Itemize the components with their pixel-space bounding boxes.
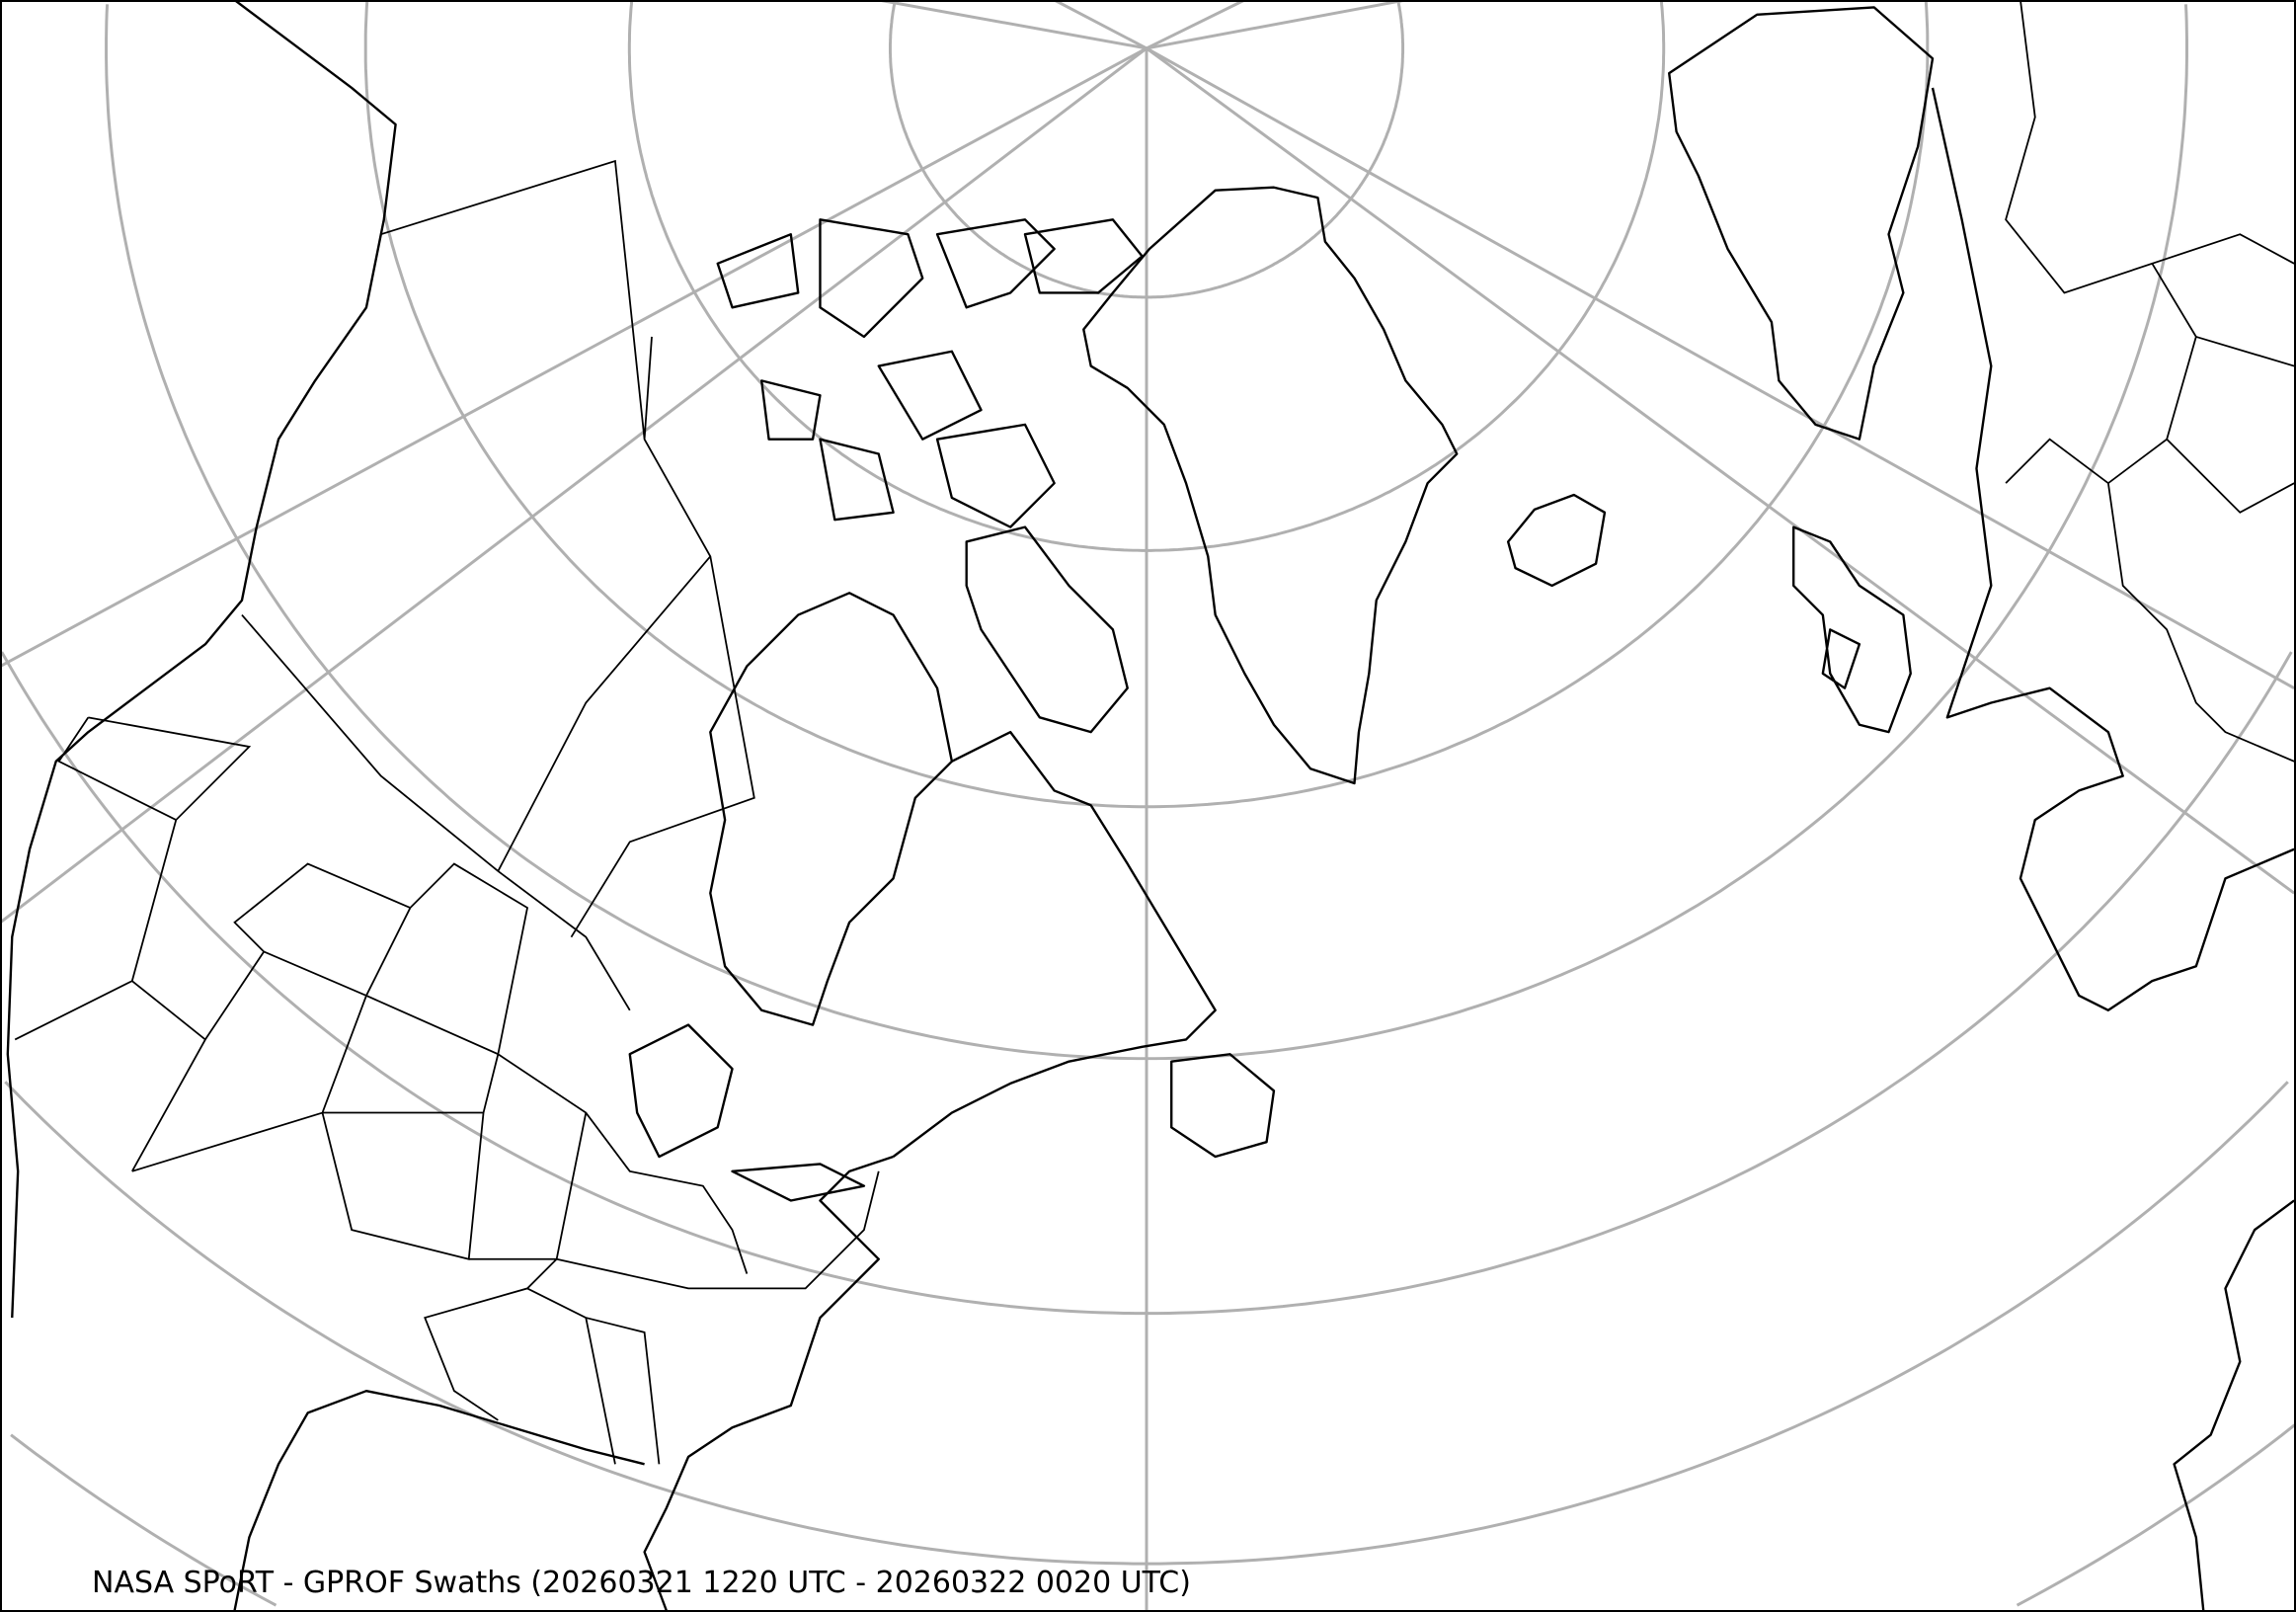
- latitude-circle: [363, 1, 1930, 809]
- latitude-circle: [105, 4, 2188, 1061]
- latitude-circle: [4, 1081, 2289, 1566]
- coastlines: [6, 0, 2295, 1611]
- latitude-circle: [10, 1423, 2296, 1607]
- meridian-line: [878, 0, 1148, 50]
- british-isles-outline: [1792, 525, 1912, 734]
- canada-province-borders: [380, 159, 755, 938]
- greenland-outline: [1082, 186, 1459, 785]
- political-borders: [14, 0, 2295, 1465]
- us-state-borders: [14, 716, 880, 1465]
- meridian-line: [0, 46, 1148, 925]
- us-canada-border: [241, 613, 631, 1011]
- us-east-coast: [643, 1155, 894, 1611]
- africa-coast: [2173, 1199, 2295, 1611]
- meridian-line: [1146, 0, 1245, 50]
- europe-mainland-coast: [1931, 87, 2295, 1011]
- meridian-line: [0, 46, 1148, 668]
- scandinavia-outline: [1668, 6, 1935, 441]
- newfoundland-outline: [1170, 1053, 1276, 1159]
- gulf-coast: [233, 1389, 645, 1611]
- hudson-bay-coast: [709, 592, 954, 1026]
- meridian-line: [1146, 46, 2296, 895]
- meridian-line: [1146, 0, 1406, 50]
- iceland-outline: [1506, 493, 1607, 588]
- meridian-line: [1053, 0, 1148, 50]
- arctic-archipelago: [716, 218, 1144, 528]
- great-lakes: [628, 1023, 866, 1202]
- latitude-circle: [888, 0, 1405, 299]
- baffin-island: [965, 525, 1129, 734]
- europe-borders: [2005, 0, 2295, 763]
- meridian-line: [1146, 46, 2295, 689]
- labrador-quebec-coast: [892, 730, 1217, 1158]
- north-america-west-coast: [6, 0, 397, 1319]
- map-caption: NASA SPoRT - GPROF Swaths (20260321 1220…: [92, 1566, 1191, 1600]
